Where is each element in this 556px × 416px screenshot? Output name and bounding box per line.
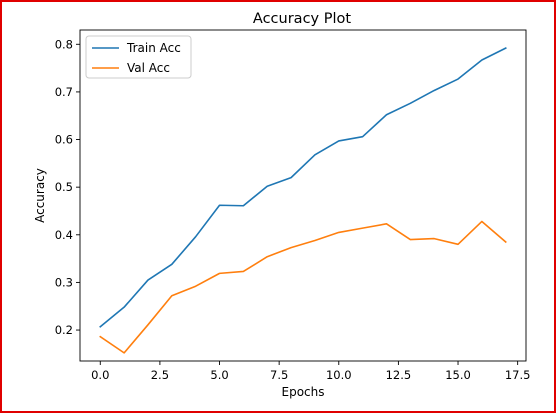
x-tick-label: 7.5 [270, 368, 288, 382]
legend-label: Val Acc [127, 61, 170, 75]
y-axis-ticks: 0.2 0.3 0.4 0.5 0.6 0.7 0.8 [55, 37, 80, 337]
accuracy-chart: Accuracy Plot 0.0 2.5 5.0 7.5 10.0 12.5 15.0 17… [33, 11, 530, 399]
x-tick-label: 5.0 [210, 368, 228, 382]
y-axis-label: Accuracy [33, 168, 47, 223]
x-tick-label: 12.5 [386, 368, 412, 382]
y-tick-label: 0.8 [55, 37, 73, 51]
series-line-val-acc [99, 220, 507, 354]
x-tick-label: 2.5 [151, 368, 169, 382]
y-tick-label: 0.5 [55, 180, 73, 194]
y-tick-label: 0.6 [55, 133, 73, 147]
plot-area [79, 29, 527, 362]
y-tick-label: 0.4 [55, 228, 73, 242]
legend-label: Train Acc [126, 41, 181, 55]
x-tick-label: 10.0 [326, 368, 352, 382]
series-lines [99, 47, 507, 354]
series-line-train-acc [99, 47, 507, 328]
x-tick-label: 0.0 [91, 368, 109, 382]
x-axis-label: Epochs [282, 385, 325, 399]
y-tick-label: 0.2 [55, 323, 73, 337]
x-tick-label: 15.0 [445, 368, 471, 382]
y-tick-label: 0.7 [55, 85, 73, 99]
y-tick-label: 0.3 [55, 275, 73, 289]
x-axis-ticks: 0.0 2.5 5.0 7.5 10.0 12.5 15.0 17.5 [91, 361, 530, 382]
x-tick-label: 17.5 [505, 368, 531, 382]
legend: Train Acc Val Acc [85, 35, 192, 79]
chart-title: Accuracy Plot [253, 11, 351, 27]
